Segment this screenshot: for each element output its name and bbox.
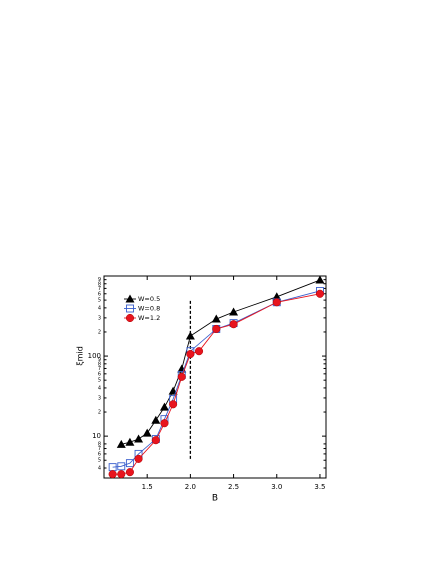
- marker: [194, 347, 204, 356]
- plot-frame: [103, 275, 327, 479]
- legend-label: W=0.5: [138, 295, 160, 303]
- x-tick-label: 2.0: [185, 483, 196, 491]
- marker: [185, 331, 195, 340]
- marker: [212, 324, 221, 334]
- y-tick-label: 5: [98, 458, 101, 464]
- marker: [134, 454, 143, 463]
- y-tick-label: 8: [98, 281, 101, 287]
- marker: [160, 419, 169, 428]
- marker: [315, 289, 325, 298]
- y-tick-label: 2: [98, 329, 101, 335]
- legend-marker: [125, 313, 135, 323]
- marker: [169, 400, 178, 409]
- y-tick-label: 3: [98, 315, 101, 321]
- y-tick-label: 5: [98, 378, 101, 384]
- y-tick-label: 8: [98, 361, 101, 367]
- marker: [229, 320, 238, 329]
- marker: [159, 402, 169, 411]
- y-tick-label: 6: [98, 451, 101, 457]
- legend-label: W=1.2: [138, 314, 160, 322]
- y-tick-label: 6: [98, 371, 101, 377]
- marker: [142, 428, 152, 437]
- x-tick-label: 3.0: [271, 483, 282, 491]
- marker: [125, 468, 134, 477]
- y-tick-label: 5: [98, 298, 101, 304]
- y-tick-label: 4: [98, 305, 101, 311]
- marker: [125, 459, 134, 468]
- y-tick-label: 100: [88, 352, 101, 360]
- y-tick-label: 2: [98, 410, 101, 416]
- marker: [108, 470, 117, 479]
- y-tick-label: 7: [98, 446, 101, 452]
- x-axis-label: B: [212, 494, 218, 504]
- marker: [229, 307, 239, 316]
- y-tick-label: 9: [98, 277, 101, 283]
- marker: [125, 437, 135, 446]
- x-tick-label: 1.5: [142, 483, 153, 491]
- y-tick-label: 7: [98, 286, 101, 292]
- x-tick-label: 3.5: [314, 483, 325, 491]
- y-tick-label: 4: [98, 385, 101, 391]
- marker: [151, 436, 160, 445]
- legend-marker: [126, 304, 134, 313]
- y-tick-label: 3: [98, 395, 101, 401]
- y-tick-label: 4: [98, 465, 101, 471]
- marker: [272, 292, 282, 301]
- legend-marker: [125, 294, 135, 303]
- x-tick-label: 2.5: [228, 483, 239, 491]
- marker: [272, 298, 281, 307]
- y-tick-label: 10: [92, 432, 101, 440]
- marker: [134, 434, 144, 443]
- y-tick-label: 9: [98, 357, 101, 363]
- marker: [211, 314, 221, 323]
- marker: [186, 349, 195, 359]
- marker: [151, 415, 161, 424]
- y-tick-label: 6: [98, 291, 101, 297]
- legend-label: W=0.8: [138, 305, 160, 313]
- y-tick-label: 7: [98, 366, 101, 372]
- marker: [116, 439, 126, 448]
- marker: [117, 462, 126, 471]
- marker: [117, 470, 126, 479]
- marker: [177, 372, 186, 381]
- y-tick-label: 8: [98, 441, 101, 447]
- y-axis-label: ξmid: [76, 346, 85, 366]
- marker: [315, 275, 325, 284]
